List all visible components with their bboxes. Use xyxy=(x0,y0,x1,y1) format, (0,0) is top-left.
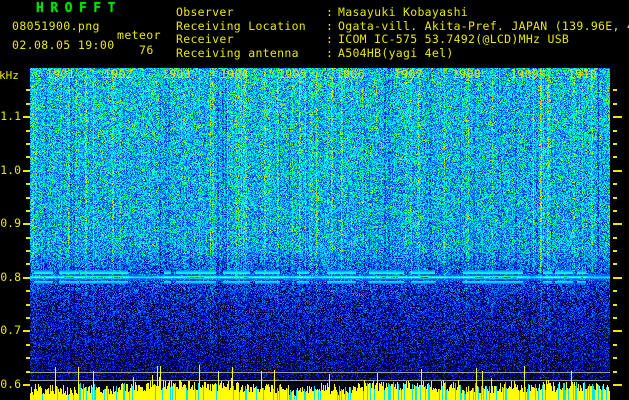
y-tick-label: 0.7 xyxy=(0,323,21,338)
right-minor-tick xyxy=(613,209,617,212)
app-title: HROFFT xyxy=(36,1,122,16)
y-tick-label: 0.6 xyxy=(0,376,21,391)
right-minor-tick xyxy=(613,196,617,199)
y-minor-tick xyxy=(26,183,30,186)
y-minor-tick xyxy=(26,156,30,159)
info-separator: : xyxy=(326,32,334,47)
right-minor-tick xyxy=(613,263,617,266)
x-tick-label: 1909 xyxy=(510,67,539,81)
info-value: A504HB(yagi 4el) xyxy=(338,45,454,60)
y-axis-ticks: 1.1 1.0 0.9 0.8 0.7 0.6 xyxy=(0,68,30,400)
y-minor-tick xyxy=(26,303,30,306)
y-tick-label: 0.8 xyxy=(0,269,21,284)
x-tick-label: 1906 xyxy=(336,67,365,81)
y-minor-tick xyxy=(26,209,30,212)
y-major-tick xyxy=(23,276,30,279)
right-major-tick xyxy=(613,116,622,119)
filename-label: 08051900.png xyxy=(12,19,100,33)
info-separator: : xyxy=(326,5,334,19)
spectrogram-panel: kHz 1.1 1.0 0.9 0.8 0.7 0.6 1901 1902 1903 1904 1… xyxy=(0,68,629,400)
info-key: Receiving antenna xyxy=(176,45,299,60)
info-key: Observer xyxy=(176,5,234,19)
y-minor-tick xyxy=(26,129,30,132)
right-minor-tick xyxy=(613,343,617,346)
right-major-tick xyxy=(613,383,622,386)
right-axis-ticks xyxy=(611,68,629,400)
info-value: Ogata-vill. Akita-Pref. JAPAN (139.96E, … xyxy=(338,18,629,33)
right-minor-tick xyxy=(613,236,617,239)
info-key: Receiving Location xyxy=(176,18,307,33)
y-major-tick xyxy=(23,330,30,333)
right-minor-tick xyxy=(613,129,617,132)
spectrogram-canvas xyxy=(30,68,610,400)
y-major-tick xyxy=(23,223,30,226)
info-key: Receiver xyxy=(176,32,234,47)
right-major-tick xyxy=(613,276,622,279)
y-major-tick xyxy=(23,383,30,386)
y-tick-label: 1.1 xyxy=(0,109,21,124)
header-panel: HROFFT 08051900.png 02.08.05 19:00 meteo… xyxy=(0,0,629,68)
x-tick-label: 1907 xyxy=(394,67,423,81)
right-minor-tick xyxy=(613,290,617,293)
x-tick-label: 1905 xyxy=(278,67,307,81)
y-minor-tick xyxy=(26,343,30,346)
right-minor-tick xyxy=(613,250,617,253)
info-separator: : xyxy=(326,18,334,33)
y-minor-tick xyxy=(26,142,30,145)
y-major-tick xyxy=(23,169,30,172)
y-minor-tick xyxy=(26,196,30,199)
y-minor-tick xyxy=(26,263,30,266)
y-minor-tick xyxy=(26,317,30,319)
right-major-tick xyxy=(613,223,622,226)
right-minor-tick xyxy=(613,357,617,360)
info-separator: : xyxy=(326,45,334,60)
spectrogram-image xyxy=(30,68,610,400)
right-minor-tick xyxy=(613,142,617,145)
x-axis-tick-labels: 1901 1902 1903 1904 1905 1906 1907 1908 1909 1910 xyxy=(30,68,610,84)
y-tick-label: 1.0 xyxy=(0,162,21,177)
event-count-value: 76 xyxy=(139,43,154,57)
x-tick-label: 1901 xyxy=(46,67,75,81)
y-tick-label: 0.9 xyxy=(0,216,21,231)
info-row-3: Receiving antenna: A504HB(yagi 4el) xyxy=(176,45,629,61)
right-minor-tick xyxy=(613,89,617,92)
right-minor-tick xyxy=(613,183,617,186)
x-tick-label: 1902 xyxy=(104,67,133,81)
y-minor-tick xyxy=(26,236,30,239)
y-minor-tick xyxy=(26,250,30,253)
event-type-label: meteor xyxy=(117,28,161,42)
right-minor-tick xyxy=(613,303,617,306)
y-minor-tick xyxy=(26,290,30,293)
right-minor-tick xyxy=(613,102,617,105)
right-major-tick xyxy=(613,169,622,172)
x-tick-label: 1910 xyxy=(568,67,597,81)
y-major-tick xyxy=(23,116,30,119)
right-minor-tick xyxy=(613,370,617,373)
y-minor-tick xyxy=(26,370,30,373)
x-tick-label: 1903 xyxy=(162,67,191,81)
right-minor-tick xyxy=(613,317,617,319)
observation-info-block: Observer: Masayuki Kobayashi Receiving Loc… xyxy=(176,5,629,61)
info-row-1: Receiving Location: Ogata-vill. Akita-Pre… xyxy=(176,18,629,34)
y-minor-tick xyxy=(26,102,30,105)
x-tick-label: 1908 xyxy=(452,67,481,81)
y-axis-label: kHz xyxy=(0,69,19,82)
y-minor-tick xyxy=(26,89,30,92)
info-row-2: Receiver: ICOM IC-575 53.7492(@LCD)MHz US… xyxy=(176,32,629,47)
datetime-label: 02.08.05 19:00 xyxy=(12,38,115,52)
x-tick-label: 1904 xyxy=(220,67,249,81)
right-minor-tick xyxy=(613,156,617,159)
info-row-0: Observer: Masayuki Kobayashi xyxy=(176,5,629,20)
info-value: Masayuki Kobayashi xyxy=(338,5,469,19)
info-value: ICOM IC-575 53.7492(@LCD)MHz USB xyxy=(338,32,570,47)
right-major-tick xyxy=(613,330,622,333)
y-minor-tick xyxy=(26,357,30,360)
